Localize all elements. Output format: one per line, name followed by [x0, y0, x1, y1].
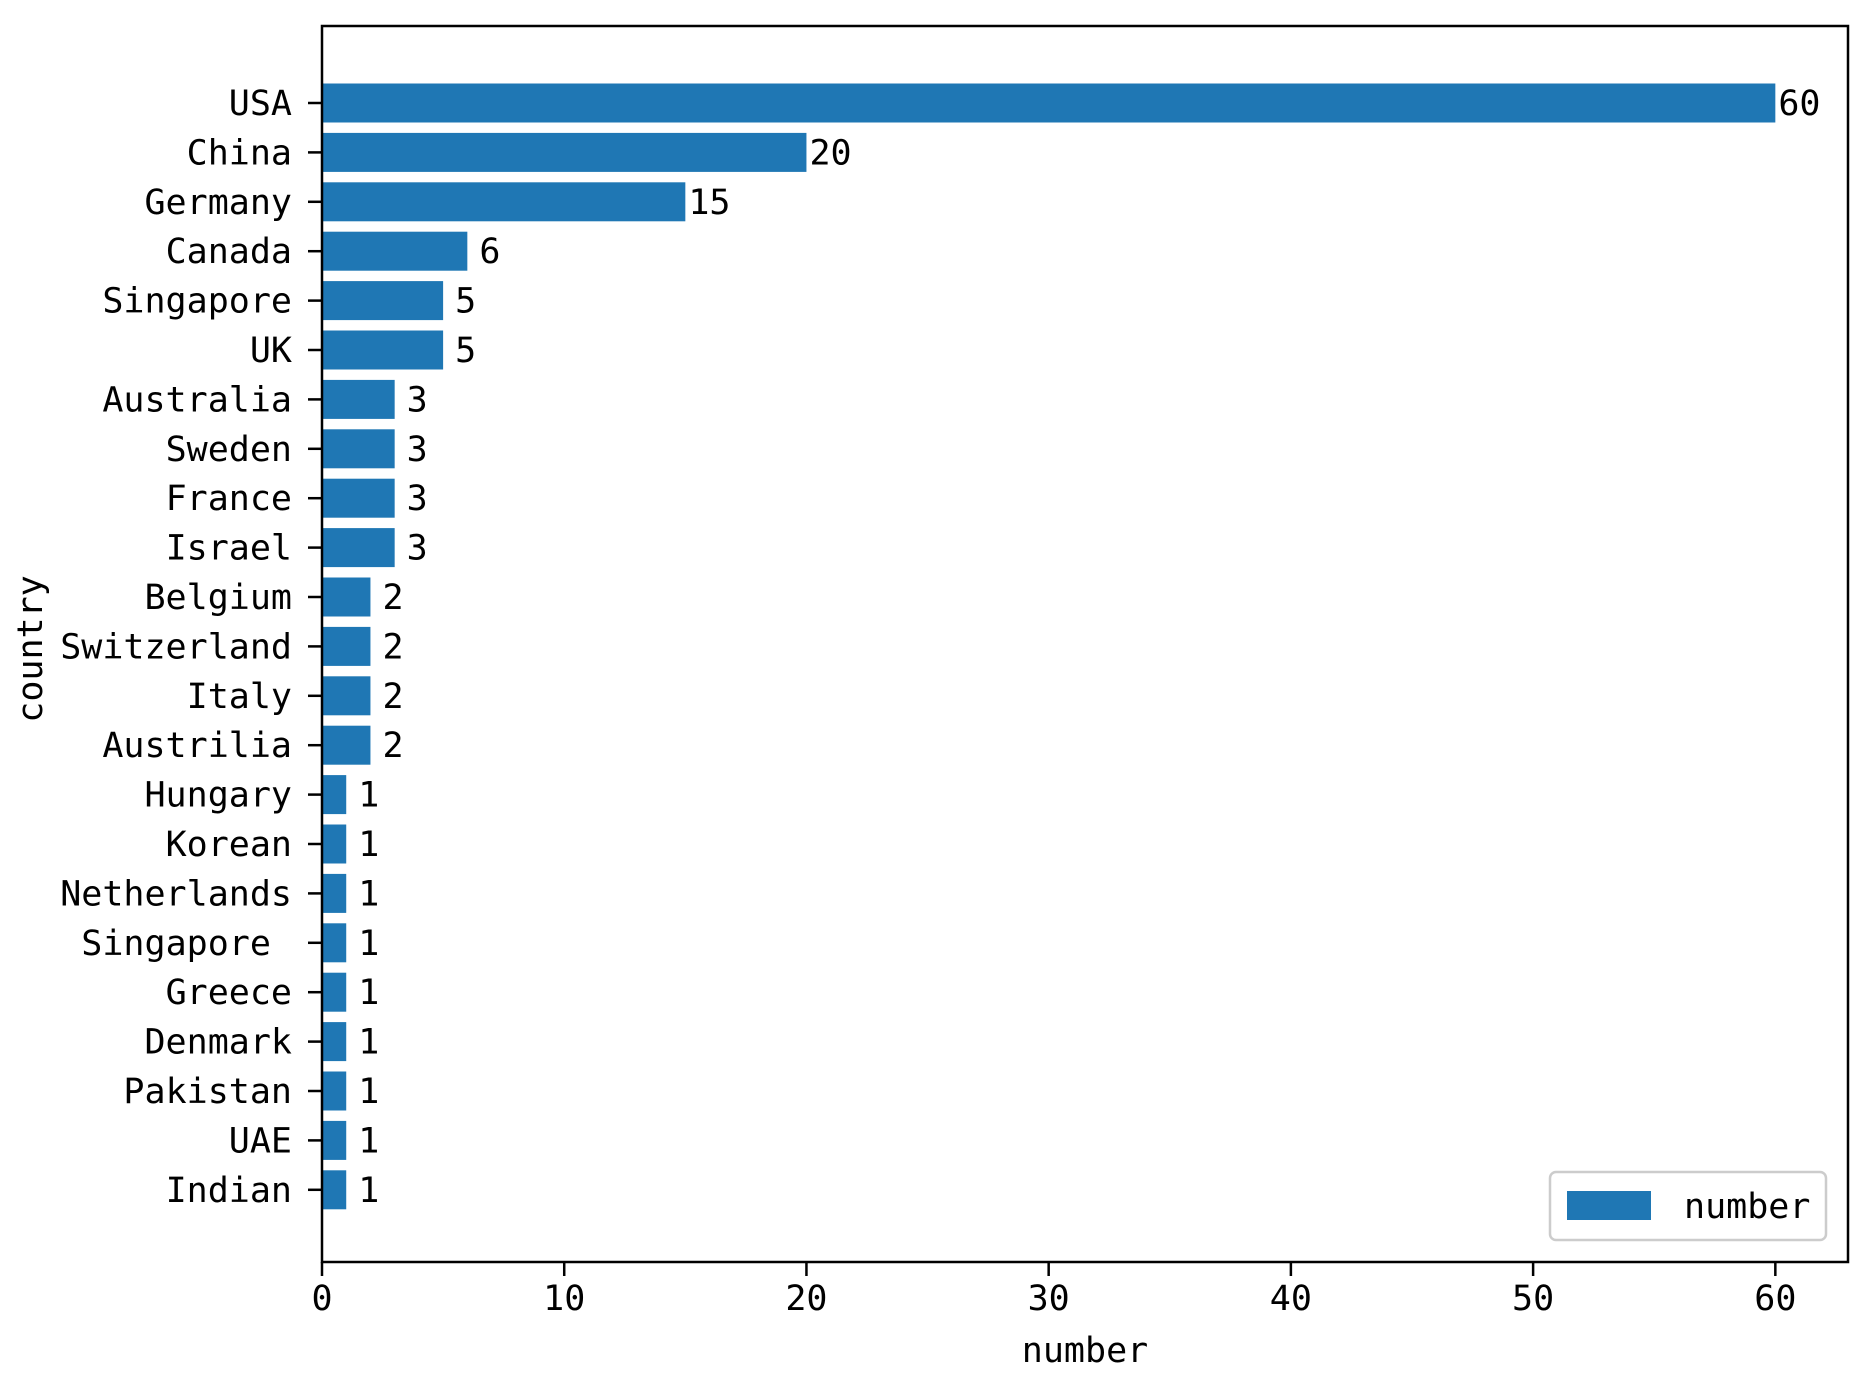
y-tick-label: Pakistan: [123, 1072, 292, 1112]
y-tick-label: France: [166, 479, 292, 519]
bar-korean: [322, 824, 347, 864]
legend-swatch: [1567, 1191, 1651, 1220]
bar-australia: [322, 379, 395, 419]
data-label: 1: [358, 1072, 379, 1112]
data-label: 1: [358, 973, 379, 1013]
bar-china: [322, 132, 807, 172]
data-label: 2: [382, 726, 403, 766]
data-label: 2: [382, 627, 403, 667]
data-label: 20: [809, 133, 851, 173]
data-label: 2: [382, 578, 403, 618]
data-label: 15: [688, 183, 730, 223]
x-tick-label: 60: [1754, 1279, 1796, 1319]
y-tick-label: Italy: [187, 677, 292, 717]
bars-layer: [322, 83, 1776, 1210]
bar-usa: [322, 83, 1776, 123]
y-tick-label: UK: [250, 331, 292, 371]
bar-denmark: [322, 1022, 347, 1062]
bar-greece: [322, 972, 347, 1012]
bar-netherlands: [322, 873, 347, 913]
y-tick-label: Germany: [144, 183, 292, 223]
data-label: 3: [407, 430, 428, 470]
bar-pakistan: [322, 1071, 347, 1111]
data-label: 3: [407, 479, 428, 519]
y-tick-label: Israel: [166, 529, 292, 569]
legend-label: number: [1684, 1187, 1810, 1227]
y-tick-label: Netherlands: [60, 874, 292, 914]
data-label: 3: [407, 380, 428, 420]
bar-indian: [322, 1170, 347, 1210]
data-label: 60: [1778, 84, 1820, 124]
data-label: 5: [455, 331, 476, 371]
data-label: 1: [358, 1121, 379, 1161]
bar-italy: [322, 676, 371, 716]
bar-singapore: [322, 281, 444, 321]
data-label: 2: [382, 677, 403, 717]
data-label: 1: [358, 776, 379, 816]
bar-israel: [322, 528, 395, 568]
data-label: 5: [455, 282, 476, 322]
legend: number: [1548, 1170, 1828, 1242]
y-tick-label: Hungary: [144, 776, 292, 816]
bar-singapore: [322, 923, 347, 963]
y-tick-label: Indian: [166, 1171, 292, 1211]
data-label: 6: [479, 232, 500, 272]
x-tick-label: 40: [1270, 1279, 1312, 1319]
y-tick-label: Belgium: [144, 578, 292, 618]
data-label: 1: [358, 825, 379, 865]
y-tick-label: UAE: [229, 1121, 292, 1161]
y-tick-label: Canada: [166, 232, 292, 272]
legend-box: [1548, 1170, 1828, 1242]
data-label: 1: [358, 1023, 379, 1063]
y-tick-label: China: [187, 133, 292, 173]
y-tick-label: USA: [229, 84, 292, 124]
plot-frame: [320, 24, 1850, 1264]
y-tick-label: Greece: [166, 973, 292, 1013]
y-tick-label: Singapore: [81, 924, 292, 964]
data-label: 1: [358, 1171, 379, 1211]
bar-hungary: [322, 775, 347, 815]
y-tick-label: Korean: [166, 825, 292, 865]
y-tick-label: Austrilia: [102, 726, 292, 766]
bar-germany: [322, 182, 686, 222]
x-tick-label: 0: [311, 1279, 332, 1319]
y-tick-label: Sweden: [166, 430, 292, 470]
x-tick-label: 30: [1028, 1279, 1070, 1319]
y-axis-title: country: [11, 575, 51, 723]
x-tick-label: 10: [543, 1279, 585, 1319]
bar-switzerland: [322, 626, 371, 666]
y-tick-label: Australia: [102, 380, 292, 420]
data-label: 1: [358, 874, 379, 914]
bar-uk: [322, 330, 444, 370]
bar-belgium: [322, 577, 371, 617]
bar-canada: [322, 231, 468, 271]
y-tick-label: Switzerland: [60, 627, 292, 667]
x-tick-label: 50: [1512, 1279, 1554, 1319]
y-axis-ticks: USA China Germany Canada Singapore UK Australi…: [60, 84, 322, 1211]
data-label: 1: [358, 924, 379, 964]
bar-austrilia: [322, 725, 371, 765]
x-axis-title: number: [1022, 1331, 1148, 1371]
data-label: 3: [407, 529, 428, 569]
x-tick-label: 20: [785, 1279, 827, 1319]
y-tick-label: Singapore: [102, 282, 292, 322]
bar-sweden: [322, 429, 395, 469]
bar-france: [322, 478, 395, 518]
y-tick-label: Denmark: [144, 1023, 292, 1063]
x-axis-ticks: 0 10 20 30 40 50 60: [311, 1262, 1796, 1319]
bar-uae: [322, 1120, 347, 1160]
